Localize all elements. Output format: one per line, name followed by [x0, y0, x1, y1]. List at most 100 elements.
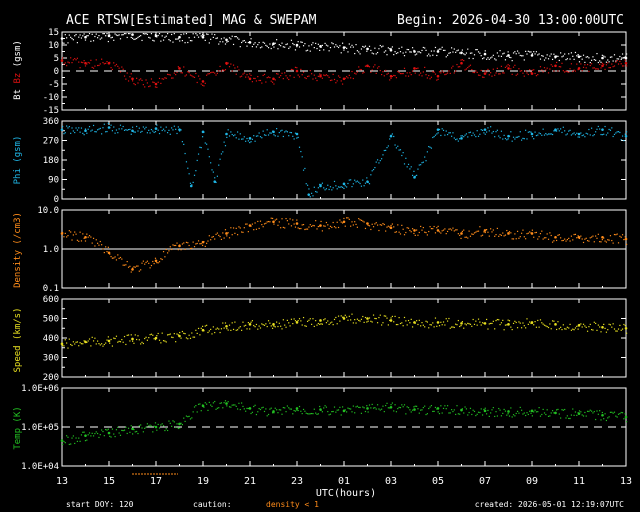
series-cloud-point — [539, 415, 542, 417]
speed-data-point — [460, 322, 463, 325]
series-cloud-point — [250, 412, 252, 415]
series-cloud-point — [481, 414, 484, 416]
series-cloud-point — [162, 128, 165, 130]
series-cloud-point — [572, 408, 574, 410]
series-cloud-point — [193, 36, 196, 38]
series-cloud-point — [210, 328, 212, 330]
series-cloud-point — [601, 411, 603, 414]
temp-data-point — [248, 407, 252, 410]
series-cloud-point — [566, 58, 568, 60]
series-cloud-point — [114, 132, 116, 134]
series-cloud-point — [529, 131, 531, 133]
series-cloud-point — [401, 404, 403, 406]
series-cloud-point — [152, 260, 154, 263]
series-cloud-point — [620, 58, 622, 61]
series-cloud-point — [534, 131, 536, 133]
series-cloud-point — [619, 55, 621, 58]
series-cloud-point — [550, 64, 552, 66]
series-cloud-point — [265, 222, 267, 224]
series-cloud-point — [75, 233, 77, 235]
series-cloud-point — [460, 135, 462, 137]
series-cloud-point — [110, 124, 112, 126]
series-cloud-point — [161, 35, 163, 37]
series-cloud-point — [588, 326, 590, 328]
series-cloud-point — [381, 158, 383, 160]
series-cloud-point — [406, 72, 408, 74]
series-cloud-point — [134, 84, 136, 86]
series-cloud-point — [507, 64, 509, 66]
series-cloud-point — [145, 126, 147, 128]
series-cloud-point — [372, 53, 375, 55]
series-cloud-point — [623, 238, 625, 241]
series-cloud-point — [214, 72, 216, 74]
series-cloud-point — [195, 243, 197, 245]
series-cloud-point — [102, 33, 104, 35]
series-cloud-point — [409, 409, 411, 411]
series-cloud-point — [331, 226, 333, 229]
series-cloud-point — [110, 67, 112, 69]
series-cloud-point — [371, 170, 373, 172]
series-cloud-point — [518, 412, 520, 414]
series-cloud-point — [286, 77, 288, 79]
series-cloud-point — [253, 77, 255, 80]
series-cloud-point — [355, 406, 357, 408]
series-cloud-point — [79, 231, 81, 233]
series-cloud-point — [218, 70, 220, 72]
series-cloud-point — [425, 160, 427, 162]
series-cloud-point — [518, 321, 520, 323]
series-cloud-point — [232, 43, 235, 46]
series-cloud-point — [247, 407, 249, 410]
series-cloud-point — [543, 412, 546, 414]
series-cloud-point — [200, 410, 202, 412]
series-cloud-point — [175, 38, 177, 40]
series-cloud-point — [164, 77, 166, 79]
series-cloud-point — [498, 55, 500, 57]
series-cloud-point — [172, 41, 174, 43]
series-cloud-point — [76, 440, 79, 442]
series-cloud-point — [206, 74, 208, 76]
series-cloud-point — [285, 43, 287, 46]
bt-data-point — [601, 56, 604, 60]
series-cloud-point — [402, 72, 404, 75]
bz-data-point — [624, 61, 628, 65]
series-cloud-point — [453, 137, 455, 139]
phi-data-point — [189, 184, 193, 188]
speed-data-point — [295, 321, 299, 324]
series-cloud-point — [570, 414, 573, 416]
series-cloud-point — [247, 140, 249, 142]
series-cloud-point — [573, 329, 575, 331]
series-cloud-point — [216, 37, 218, 39]
series-cloud-point — [192, 336, 194, 338]
series-cloud-point — [142, 33, 144, 35]
bt-data-point — [530, 54, 534, 57]
series-cloud-point — [580, 55, 582, 57]
series-cloud-point — [250, 321, 252, 323]
series-cloud-point — [381, 408, 383, 410]
y-tick-label: 5 — [54, 54, 59, 64]
series-cloud-point — [402, 152, 404, 154]
series-cloud-point — [549, 68, 551, 70]
series-cloud-point — [541, 413, 543, 416]
series-cloud-point — [617, 328, 620, 330]
series-cloud-point — [227, 401, 229, 403]
series-cloud-point — [556, 409, 558, 411]
series-cloud-point — [91, 66, 93, 69]
series-cloud-point — [149, 37, 151, 39]
series-cloud-point — [572, 328, 574, 330]
phi-data-point — [460, 137, 463, 140]
series-cloud-point — [239, 326, 241, 328]
series-cloud-point — [514, 138, 516, 140]
bt-data-point — [178, 35, 181, 39]
series-cloud-point — [292, 69, 294, 71]
series-cloud-point — [175, 341, 177, 343]
series-cloud-point — [348, 408, 350, 410]
series-cloud-point — [83, 33, 85, 35]
mag-ylabel-bt: Bt — [13, 84, 23, 100]
series-cloud-point — [289, 46, 291, 48]
series-cloud-point — [344, 409, 346, 411]
series-cloud-point — [398, 231, 400, 233]
series-cloud-point — [442, 71, 445, 74]
series-cloud-point — [473, 323, 476, 325]
series-cloud-point — [538, 132, 540, 134]
series-cloud-point — [376, 67, 379, 69]
